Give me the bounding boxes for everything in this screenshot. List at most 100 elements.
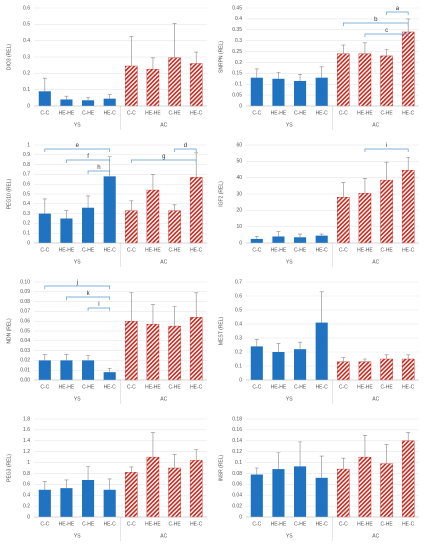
x-tick-label: C-HE [168,247,181,253]
x-tick-label: HE-HE [271,384,287,390]
significance-label: d [184,143,187,149]
bar [401,358,415,381]
group-label: AC [160,396,167,402]
x-tick-label: HE-C [316,384,329,390]
bar [401,31,415,107]
x-tick-label: HE-HE [357,521,373,527]
y-tick-label: 0.06 [232,482,242,488]
x-tick-label: HE-HE [145,521,161,527]
error-bar [276,231,281,237]
x-tick-label: HE-C [190,384,203,390]
error-bar [406,156,411,171]
error-bar [384,444,389,464]
y-tick-label: 0.3 [235,335,242,341]
bar [294,237,307,243]
error-bar [362,42,367,54]
x-tick-label: C-C [252,521,261,527]
x-tick-label: HE-HE [357,110,373,116]
y-tick-label: 0.3 [23,211,30,217]
y-tick-label: 0.2 [235,349,242,355]
y-tick-label: 0.6 [23,5,30,11]
x-tick-label: C-HE [294,384,307,390]
y-axis-title: PEG10 (REL) [6,178,12,209]
bar [401,170,415,244]
error-bar [107,94,112,99]
x-tick-label: C-C [40,521,49,527]
bar [168,210,181,244]
error-bar [172,306,177,327]
y-axis-title: INSR (REL) [218,454,224,481]
y-tick-label: 0.4 [23,201,30,207]
y-tick-label: 0 [27,240,30,246]
group-label: YS [74,259,81,265]
error-bar [341,182,346,198]
x-tick-label: HE-C [104,110,117,116]
y-tick-label: 0.06 [20,319,30,325]
significance-label: e [76,143,80,149]
bar [337,53,350,107]
bar [146,189,160,244]
x-tick-label: C-C [339,247,348,253]
y-tick-label: 0.4 [23,493,30,499]
error-bar [298,233,303,238]
y-tick-label: 0 [27,514,30,520]
y-axis-title: DIO3 (REL) [6,44,12,70]
bar [358,53,372,107]
y-tick-label: 0.35 [232,27,242,33]
bar [315,235,328,243]
x-tick-label: HE-HE [271,521,287,527]
bar [103,489,116,517]
x-tick-label: C-C [40,110,49,116]
error-bar [86,97,91,101]
x-tick-label: C-HE [380,110,393,116]
significance-label: c [385,28,388,34]
x-tick-label: C-C [252,384,261,390]
group-label: AC [160,259,167,265]
error-bar [150,432,155,458]
bar [337,468,350,518]
y-tick-label: 60 [236,142,242,148]
y-tick-label: 0.07 [20,309,30,315]
error-bar [384,161,389,181]
x-tick-label: HE-HE [59,110,75,116]
x-tick-label: HE-C [402,110,415,116]
bar [38,360,51,380]
y-tick-label: 0.6 [235,293,242,299]
y-tick-label: 10 [236,224,242,230]
y-tick-label: 0.2 [235,60,242,66]
group-label: AC [160,533,167,539]
x-tick-label: HE-HE [357,247,373,253]
y-tick-label: 0.1 [235,363,242,369]
error-bar [42,77,47,92]
y-tick-label: 0 [239,240,242,246]
y-tick-label: 1 [27,142,30,148]
bar [189,63,203,107]
y-tick-label: 0.7 [235,279,242,285]
group-label: YS [74,396,81,402]
significance-label: g [162,154,165,160]
bar [358,192,372,244]
y-axis-title: IGF2 (REL) [218,181,224,207]
x-tick-label: C-C [40,384,49,390]
error-bar [384,354,389,359]
error-bar [86,355,91,361]
significance-bracket [364,33,409,37]
x-tick-label: C-HE [82,384,95,390]
y-tick-label: 0.09 [20,289,30,295]
y-tick-label: 1.8 [23,416,30,422]
y-axis-title: PEG3 (REL) [6,454,12,482]
error-bar [362,178,367,194]
x-tick-label: HE-C [104,521,117,527]
x-tick-label: C-C [127,384,136,390]
y-tick-label: 0.03 [20,348,30,354]
y-tick-label: 1.4 [23,438,30,444]
bar [168,467,181,518]
group-label: YS [74,533,81,539]
bar [38,213,51,243]
error-bar [172,204,177,211]
error-bar [129,466,134,473]
y-tick-label: 50 [236,159,242,165]
y-tick-label: 0.5 [235,307,242,313]
x-tick-label: HE-HE [145,384,161,390]
error-bar [362,358,367,362]
